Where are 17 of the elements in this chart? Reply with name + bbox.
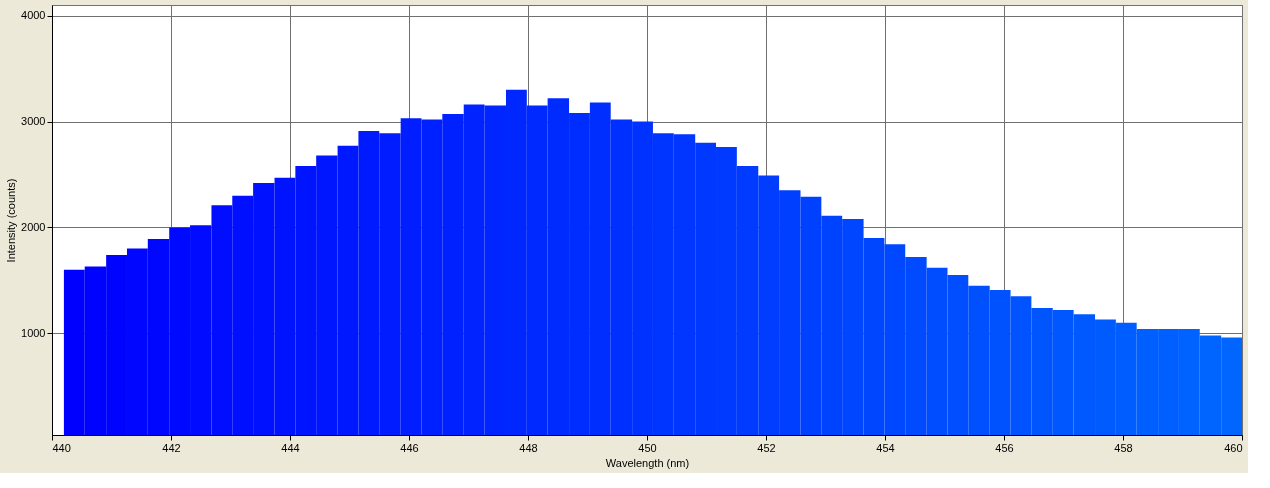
x-tick-label: 452 xyxy=(757,441,776,454)
x-tick-label: 442 xyxy=(162,441,181,454)
x-tick-label: 444 xyxy=(281,441,300,454)
x-tick-label: 448 xyxy=(519,441,538,454)
x-tick-label: 454 xyxy=(876,441,895,454)
y-tick-label: 4000 xyxy=(21,9,46,22)
x-tick-label: 440 xyxy=(52,441,71,454)
x-tick-label: 446 xyxy=(400,441,419,454)
x-axis-title: Wavelength (nm) xyxy=(605,456,690,469)
y-axis-title: Intensity (counts) xyxy=(5,178,18,263)
x-tick-label: 460 xyxy=(1224,441,1243,454)
y-tick-label: 3000 xyxy=(21,115,46,127)
y-tick-label: 1000 xyxy=(21,326,46,339)
x-tick-label: 450 xyxy=(638,441,657,454)
x-tick-label: 456 xyxy=(995,441,1014,454)
y-tick-label: 2000 xyxy=(21,220,46,233)
x-tick-label: 458 xyxy=(1114,441,1133,454)
